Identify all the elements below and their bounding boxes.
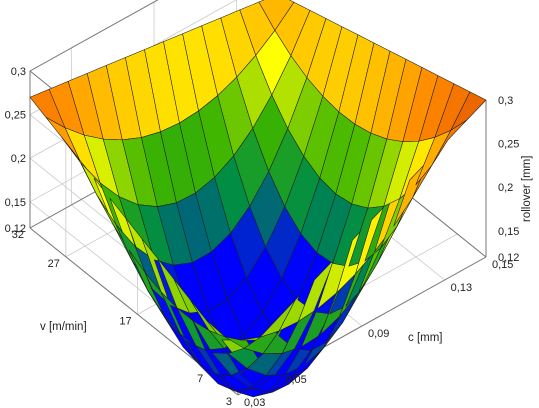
response-surface	[29, 0, 487, 398]
z-tick-label-left: 0,12	[5, 223, 26, 235]
z-tick-label-left: 0,25	[5, 110, 26, 122]
z-tick-label-left: 0,3	[11, 66, 26, 78]
x-axis-label: c [mm]	[408, 332, 443, 344]
y-tick-label: 3	[226, 396, 232, 408]
x-tick-label: 0,15	[492, 259, 513, 271]
frame-edge	[29, 0, 159, 72]
z-axis-label: rollover [mm]	[521, 156, 533, 222]
z-tick-label-right: 0,15	[498, 226, 519, 238]
y-tick-label: 32	[12, 229, 24, 241]
axis-ticks: 0,030,050,090,130,15371727320,120,120,15…	[5, 66, 520, 408]
z-tick-label-left: 0,15	[5, 197, 26, 209]
z-tick-label-left: 0,2	[11, 153, 26, 165]
x-tick-label: 0,09	[368, 328, 389, 340]
y-axis-label: v [m/min]	[40, 321, 87, 333]
z-tick-label-right: 0,12	[498, 252, 519, 264]
surface-patch	[450, 91, 487, 131]
y-tick-label: 7	[197, 373, 203, 385]
z-tick-label-right: 0,25	[498, 139, 519, 151]
z-tick-label-right: 0,2	[498, 182, 513, 194]
x-tick-label: 0,03	[244, 397, 265, 408]
axis-labels: c [mm] v [m/min] rollover [mm]	[40, 156, 533, 344]
x-tick-label: 0,05	[285, 374, 306, 386]
y-tick-label: 17	[119, 315, 131, 327]
y-tick-label: 27	[48, 258, 60, 270]
z-tick-label-right: 0,3	[498, 95, 513, 107]
x-tick-label: 0,13	[451, 282, 472, 294]
